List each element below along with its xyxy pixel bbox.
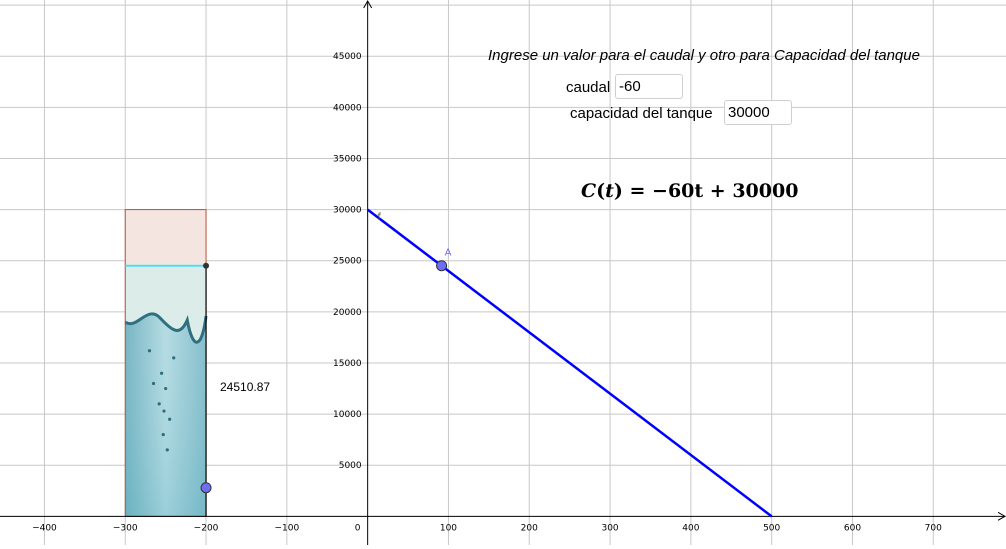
- x-tick-label: −200: [194, 523, 219, 533]
- y-tick-label: 30000: [333, 206, 362, 216]
- y-tick-label: 25000: [333, 257, 362, 267]
- x-tick-label: −400: [32, 523, 57, 533]
- y-tick-label: 35000: [333, 154, 362, 164]
- water-droplet: [168, 417, 172, 421]
- x-tick-label: 700: [925, 523, 942, 533]
- y-tick-label: 15000: [333, 359, 362, 369]
- y-tick-label: 5000: [339, 461, 362, 471]
- water-droplet: [161, 432, 165, 437]
- water-wave-crest: [124, 312, 208, 344]
- x-tick-label: 0: [355, 523, 361, 533]
- water-droplet: [157, 402, 161, 406]
- points[interactable]: A: [200, 248, 452, 494]
- x-tick-label: 500: [763, 523, 780, 533]
- x-tick-label: −300: [113, 523, 138, 533]
- y-axis-arrow: [363, 0, 373, 9]
- point-A[interactable]: [436, 260, 448, 272]
- function-label: f: [377, 212, 381, 223]
- x-tick-label: −100: [274, 523, 299, 533]
- y-tick-label: 45000: [333, 52, 362, 62]
- level-point: [203, 262, 210, 269]
- water-droplet: [147, 349, 152, 353]
- capacidad-label: capacidad del tanque: [570, 105, 713, 122]
- y-tick-label: 20000: [333, 308, 362, 318]
- function-line[interactable]: [366, 208, 773, 518]
- water-droplet: [165, 448, 169, 452]
- capacidad-input[interactable]: [724, 100, 792, 125]
- water-droplet: [151, 381, 156, 386]
- tank-level-value: 24510.87: [220, 380, 271, 394]
- caudal-label: caudal: [566, 79, 611, 96]
- y-tick-label: 10000: [333, 410, 362, 420]
- x-tick-label: 200: [521, 523, 538, 533]
- formula-text: C(t) = −60t + 30000: [581, 180, 799, 202]
- function-graph[interactable]: f: [366, 208, 773, 518]
- tank-slider-point[interactable]: [200, 482, 212, 494]
- x-tick-label: 600: [844, 523, 861, 533]
- x-tick-label: 300: [601, 523, 618, 533]
- tank: [124, 209, 208, 517]
- tick-labels: −400 −300 −200 −100 0 100 200 300 400 500 600 700 50…: [32, 52, 942, 533]
- water-droplet: [172, 356, 176, 360]
- caudal-input[interactable]: [615, 74, 683, 99]
- water-droplet: [160, 371, 164, 375]
- point-A-label: A: [445, 248, 452, 259]
- x-axis-arrow: [997, 511, 1006, 521]
- water-shading: [125, 313, 207, 517]
- y-tick-label: 40000: [333, 103, 362, 113]
- water-droplet: [162, 409, 166, 413]
- x-tick-label: 400: [682, 523, 699, 533]
- instruction-text: Ingrese un valor para el caudal y otro p…: [488, 47, 920, 64]
- water-droplet: [164, 386, 168, 391]
- x-tick-label: 100: [440, 523, 457, 533]
